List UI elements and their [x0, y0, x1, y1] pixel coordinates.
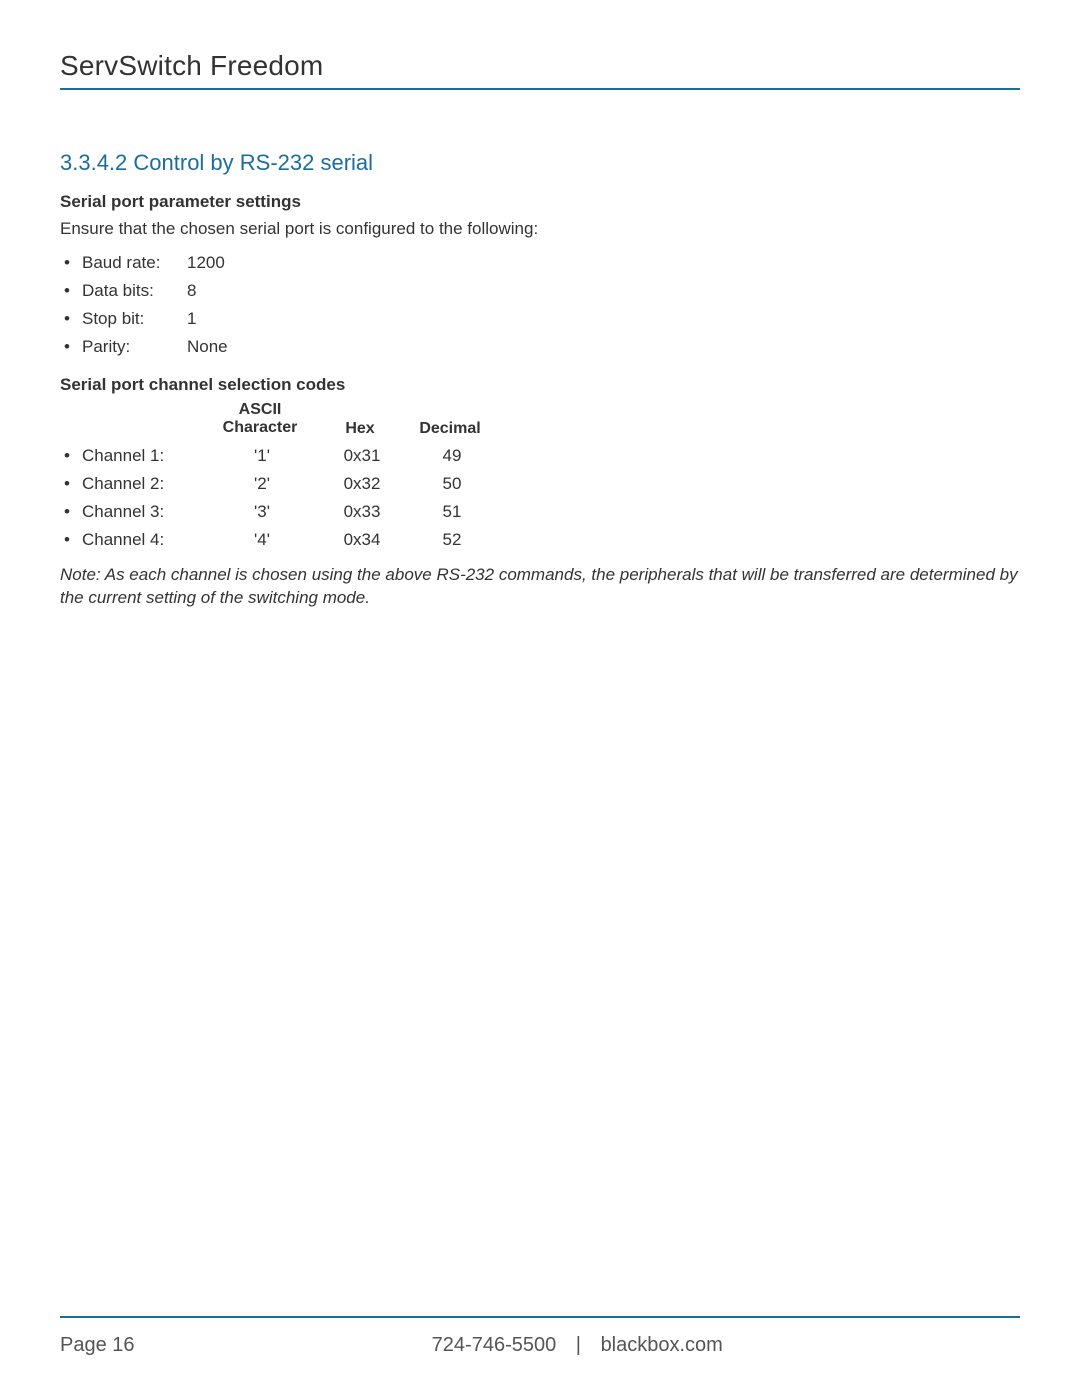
ascii-value: '3'	[207, 502, 317, 522]
hex-value: 0x33	[317, 502, 407, 522]
col-hex-header: Hex	[315, 420, 405, 438]
bullet-icon: •	[64, 337, 82, 357]
footer-contact: 724-746-5500 | blackbox.com	[135, 1334, 1020, 1357]
list-item: • Stop bit: 1	[64, 309, 1020, 329]
param-label: Data bits:	[82, 281, 187, 301]
hex-value: 0x31	[317, 446, 407, 466]
param-label: Baud rate:	[82, 253, 187, 273]
hex-value: 0x34	[317, 530, 407, 550]
param-value: None	[187, 337, 228, 357]
list-item: • Baud rate: 1200	[64, 253, 1020, 273]
decimal-value: 52	[407, 530, 497, 550]
document-page: ServSwitch Freedom 3.3.4.2 Control by RS…	[0, 0, 1080, 1397]
parameter-list: • Baud rate: 1200 • Data bits: 8 • Stop …	[64, 253, 1020, 357]
footer-phone: 724-746-5500	[432, 1334, 557, 1356]
param-settings-intro: Ensure that the chosen serial port is co…	[60, 218, 1020, 241]
table-row: • Channel 3: '3' 0x33 51	[64, 502, 1020, 522]
codes-table: • Channel 1: '1' 0x31 49 • Channel 2: '2…	[64, 446, 1020, 550]
codes-heading: Serial port channel selection codes	[60, 375, 1020, 395]
ascii-value: '4'	[207, 530, 317, 550]
list-item: • Parity: None	[64, 337, 1020, 357]
spacer	[60, 401, 205, 438]
bullet-icon: •	[64, 446, 82, 466]
bullet-icon: •	[64, 281, 82, 301]
col-ascii-header: ASCII Character	[205, 401, 315, 438]
param-label: Parity:	[82, 337, 187, 357]
col-decimal-header: Decimal	[405, 420, 495, 438]
decimal-value: 49	[407, 446, 497, 466]
channel-label: Channel 3:	[82, 502, 207, 522]
col-ascii-line1: ASCII	[205, 401, 315, 419]
bullet-icon: •	[64, 309, 82, 329]
channel-label: Channel 4:	[82, 530, 207, 550]
param-value: 1	[187, 309, 196, 329]
note-text: Note: As each channel is chosen using th…	[60, 564, 1020, 610]
codes-table-header: ASCII Character Hex Decimal	[60, 401, 1020, 438]
page-footer: Page 16 724-746-5500 | blackbox.com	[60, 1316, 1020, 1357]
param-value: 1200	[187, 253, 225, 273]
page-title: ServSwitch Freedom	[60, 50, 1020, 90]
bullet-icon: •	[64, 530, 82, 550]
col-ascii-line2: Character	[205, 419, 315, 437]
footer-site: blackbox.com	[601, 1334, 723, 1356]
decimal-value: 50	[407, 474, 497, 494]
list-item: • Data bits: 8	[64, 281, 1020, 301]
param-settings-heading: Serial port parameter settings	[60, 192, 1020, 212]
decimal-value: 51	[407, 502, 497, 522]
table-row: • Channel 2: '2' 0x32 50	[64, 474, 1020, 494]
bullet-icon: •	[64, 474, 82, 494]
param-label: Stop bit:	[82, 309, 187, 329]
bullet-icon: •	[64, 253, 82, 273]
page-number: Page 16	[60, 1334, 135, 1357]
ascii-value: '2'	[207, 474, 317, 494]
channel-label: Channel 2:	[82, 474, 207, 494]
bullet-icon: •	[64, 502, 82, 522]
ascii-value: '1'	[207, 446, 317, 466]
table-row: • Channel 1: '1' 0x31 49	[64, 446, 1020, 466]
footer-separator: |	[576, 1334, 581, 1357]
section-heading: 3.3.4.2 Control by RS-232 serial	[60, 150, 1020, 176]
table-row: • Channel 4: '4' 0x34 52	[64, 530, 1020, 550]
channel-label: Channel 1:	[82, 446, 207, 466]
hex-value: 0x32	[317, 474, 407, 494]
param-value: 8	[187, 281, 196, 301]
